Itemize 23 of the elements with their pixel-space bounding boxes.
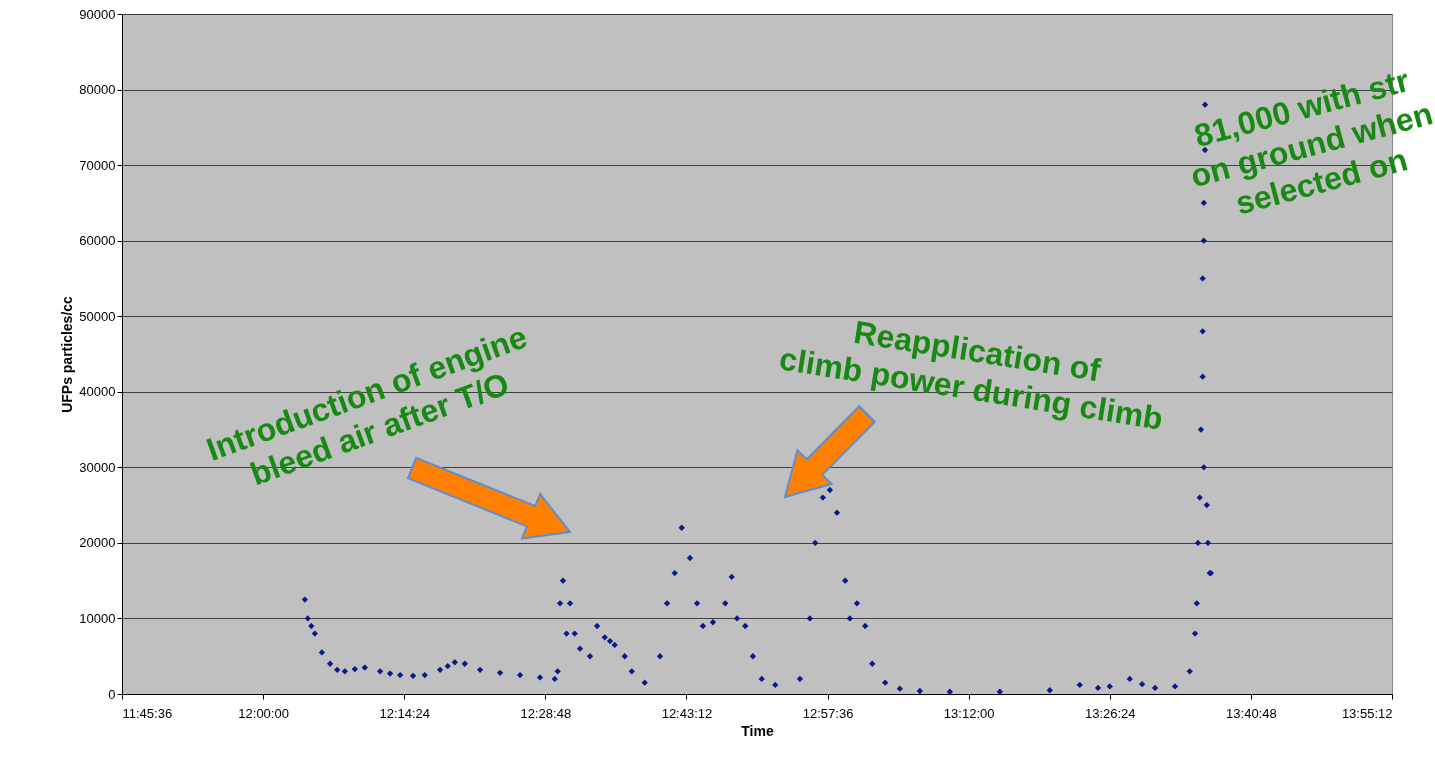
y-tick-label: 50000 <box>79 308 116 324</box>
y-tick-label: 90000 <box>79 6 116 22</box>
x-tick-label: 12:14:24 <box>379 705 431 721</box>
y-tick-label: 20000 <box>79 535 116 551</box>
y-tick-label: 70000 <box>79 157 116 173</box>
x-tick-label: 13:12:00 <box>943 705 995 721</box>
y-tick-label: 10000 <box>79 610 116 626</box>
x-tick-label: 12:43:12 <box>661 705 713 721</box>
x-tick-label: 13:26:24 <box>1084 705 1136 721</box>
x-tick-label: 12:28:48 <box>520 705 572 721</box>
y-tick-label: 30000 <box>79 459 116 475</box>
x-tick-label: 12:57:36 <box>802 705 854 721</box>
annotation: Reapplication of climb power during climb <box>776 313 1166 437</box>
x-tick-label: 12:00:00 <box>238 705 289 721</box>
y-axis-title: UFPs particles/cc <box>59 295 76 413</box>
x-tick-label: 13:40:48 <box>1226 705 1277 721</box>
x-tick-label: 13:55:12 <box>1341 705 1393 721</box>
y-tick-label: 80000 <box>79 82 116 98</box>
x-axis-title: Time <box>741 722 774 739</box>
x-tick-label: 11:45:36 <box>122 705 173 721</box>
y-tick-label: 40000 <box>79 384 116 400</box>
y-tick-label: 0 <box>108 686 116 702</box>
y-tick-label: 60000 <box>79 233 116 249</box>
